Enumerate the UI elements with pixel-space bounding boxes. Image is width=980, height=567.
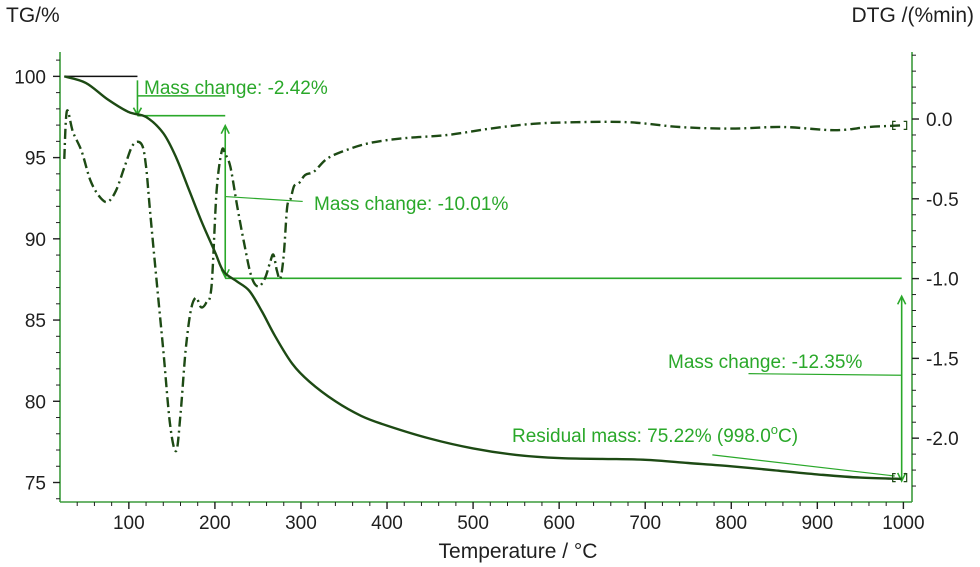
x-tick-label: 1000 <box>882 513 924 534</box>
y-right-tick-label: -1.0 <box>926 270 959 291</box>
residual-leader <box>712 454 895 477</box>
y-left-axis-ticks: 75 80 85 90 95 100 <box>14 59 60 500</box>
y-right-tick-label: 0.0 <box>926 110 952 131</box>
y-left-tick-label: 90 <box>25 230 46 251</box>
y-right-axis-title: DTG /(%min) <box>852 4 975 27</box>
dtg-curve <box>63 109 902 453</box>
y-left-tick-label: 85 <box>25 311 46 332</box>
annotation-guides <box>64 75 908 483</box>
x-tick-label: 800 <box>715 513 747 534</box>
tg-curve <box>63 75 902 481</box>
step2-leader <box>225 195 303 203</box>
y-right-tick-label: -2.0 <box>926 429 959 450</box>
x-axis-ticks: 100 200 300 400 500 600 700 800 900 1000 <box>76 502 925 534</box>
x-tick-label: 300 <box>285 513 317 534</box>
step2-arrowhead-top <box>220 123 230 135</box>
y-left-tick-label: 95 <box>25 149 46 170</box>
step3-leader <box>748 373 902 376</box>
residual-mass-label: Residual mass: 75.22% (998.0oC) <box>512 422 798 447</box>
plot-frame <box>59 52 913 503</box>
x-tick-label: 700 <box>629 513 661 534</box>
x-tick-label: 500 <box>457 513 489 534</box>
y-right-tick-label: -1.5 <box>926 349 959 370</box>
x-tick-label: 900 <box>801 513 833 534</box>
mass-change-1-label: Mass change: -2.42% <box>144 78 328 99</box>
y-left-tick-label: 80 <box>25 392 46 413</box>
x-tick-label: 600 <box>543 513 575 534</box>
mass-change-3-label: Mass change: -12.35% <box>668 352 862 373</box>
x-tick-label: 100 <box>113 513 145 534</box>
x-axis-title: Temperature / °C <box>439 540 598 563</box>
degree-superscript: o <box>771 422 778 437</box>
y-right-axis-ticks: 0.0 -0.5 -1.0 -1.5 -2.0 <box>912 54 959 487</box>
y-left-axis-title: TG/% <box>6 4 60 27</box>
y-left-tick-label: 100 <box>14 67 46 88</box>
x-tick-label: 400 <box>371 513 403 534</box>
step3-arrowhead-bottom <box>896 472 907 483</box>
x-tick-label: 200 <box>199 513 231 534</box>
mass-change-2-label: Mass change: -10.01% <box>314 194 508 215</box>
y-left-tick-label: 75 <box>25 474 46 495</box>
y-right-tick-label: -0.5 <box>926 190 959 211</box>
step3-arrowhead-top <box>896 294 907 305</box>
